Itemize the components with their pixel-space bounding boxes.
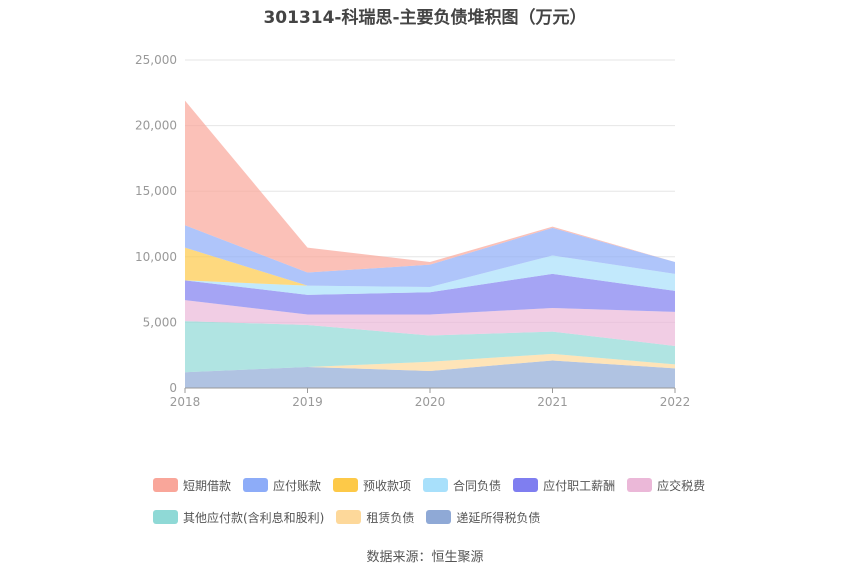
series-area[interactable]: [185, 273, 675, 315]
legend-swatch: [243, 478, 269, 492]
legend-label: 其他应付款(含利息和股利): [183, 510, 325, 525]
legend-label: 应付职工薪酬: [543, 478, 616, 493]
legend-swatch: [423, 478, 449, 492]
series-area[interactable]: [185, 255, 675, 295]
y-tick-label: 20,000: [135, 119, 177, 133]
y-tick-label: 10,000: [135, 250, 177, 264]
legend-label: 应交税费: [657, 478, 706, 493]
legend-label: 短期借款: [183, 478, 232, 493]
legend-item[interactable]: 应付职工薪酬: [513, 477, 615, 494]
source-note: 数据来源：恒生聚源: [366, 550, 484, 565]
y-tick-label: 5,000: [143, 315, 177, 329]
legend-label: 合同负债: [453, 478, 502, 493]
legend-swatch: [513, 478, 539, 492]
series-area[interactable]: [185, 353, 675, 373]
series-area[interactable]: [185, 360, 675, 388]
x-tick-label: 2019: [292, 395, 323, 409]
x-tick-label: 2018: [170, 395, 201, 409]
legend-swatch: [153, 478, 178, 492]
legend-label: 递延所得税负债: [456, 510, 541, 525]
legend-item[interactable]: 租赁负债: [336, 509, 414, 526]
series-area[interactable]: [185, 300, 675, 347]
legend: 短期借款 应付账款 预收款项 合同负债 应付职工薪酬 应交税费其他应付款(含利息和股利) 租…: [153, 474, 713, 538]
legend-item[interactable]: 短期借款: [153, 477, 231, 494]
series-area[interactable]: [185, 225, 675, 287]
series-area[interactable]: [185, 321, 675, 373]
legend-item[interactable]: 应付账款: [243, 477, 321, 494]
legend-swatch: [153, 510, 178, 524]
legend-label: 预收款项: [363, 478, 412, 493]
y-tick-label: 15,000: [135, 184, 177, 198]
area-layer: [185, 100, 675, 388]
legend-item[interactable]: 合同负债: [423, 477, 501, 494]
legend-row: 短期借款 应付账款 预收款项 合同负债 应付职工薪酬 应交税费: [153, 474, 713, 496]
y-tick-label: 25,000: [135, 53, 177, 67]
legend-item[interactable]: 其他应付款(含利息和股利): [153, 509, 324, 526]
legend-label: 租赁负债: [366, 510, 415, 525]
legend-swatch: [333, 478, 359, 492]
x-tick-label: 2020: [415, 395, 446, 409]
legend-row: 其他应付款(含利息和股利) 租赁负债 递延所得税负债: [153, 506, 713, 528]
chart-title: 301314-科瑞思-主要负债堆积图（万元）: [263, 8, 587, 28]
x-tick-label: 2022: [660, 395, 691, 409]
axis-layer: 0 5,000 10,000 15,000 20,000 25,000 2018 2019 20…: [135, 53, 690, 409]
x-tick-label: 2021: [537, 395, 568, 409]
legend-swatch: [627, 478, 653, 492]
legend-swatch: [336, 510, 362, 524]
legend-item[interactable]: 递延所得税负债: [426, 509, 540, 526]
legend-label: 应付账款: [273, 478, 322, 493]
legend-item[interactable]: 预收款项: [333, 477, 411, 494]
legend-item[interactable]: 应交税费: [627, 477, 705, 494]
legend-swatch: [426, 510, 452, 524]
y-tick-label: 0: [169, 381, 177, 395]
